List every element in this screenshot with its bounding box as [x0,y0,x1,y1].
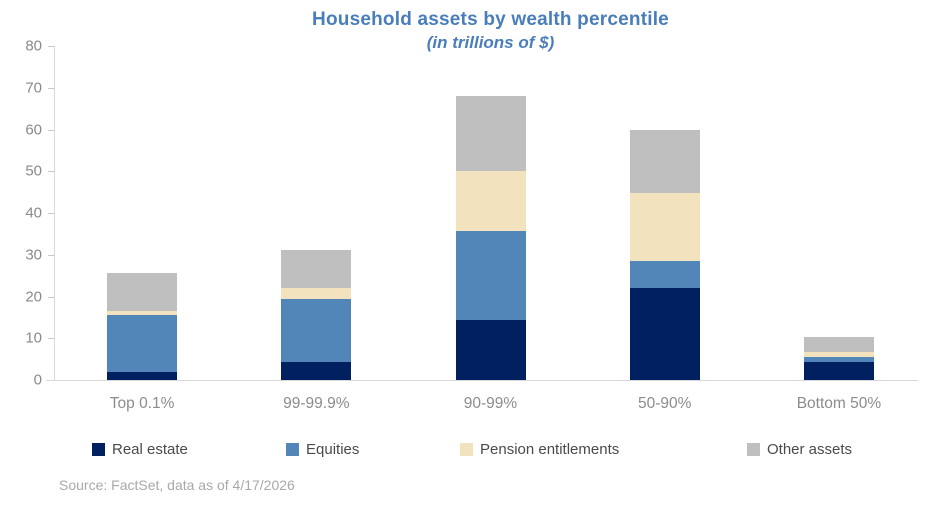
bar-segment [455,96,526,172]
bar-segment [629,193,700,262]
stacked-bar-Bottom 50% [803,336,874,380]
legend-item: Equities [286,441,359,458]
legend-item: Pension entitlements [460,441,619,458]
bar-slot [752,46,926,380]
bar-segment [281,249,352,289]
legend-label: Equities [306,441,360,458]
bar-slot [578,46,752,380]
y-axis-tick-mark [48,338,54,340]
x-axis-category-label: 90-99% [463,395,518,412]
bar-segment [455,171,526,231]
legend-swatch-icon [747,443,760,456]
y-axis-tick-mark [48,213,54,214]
y-axis-tick-label: 80 [25,37,42,55]
chart-title: Household assets by wealth percentile [312,9,669,30]
source-note: Source: FactSet, data as of 4/17/2026 [59,477,295,493]
legend-item: Other assets [747,441,852,458]
y-axis-tick-mark [48,87,54,89]
legend-item: Real estate [92,441,188,458]
stacked-bar-50-90% [629,129,700,380]
bar-segment [803,351,874,358]
bar-slot [403,46,577,380]
stacked-bar-90-99% [455,96,526,380]
x-axis-line [46,380,918,381]
bar-segment [803,361,874,380]
legend-label: Pension entitlements [480,441,620,458]
chart-subtitle: (in trillions of $) [426,33,555,52]
bar-segment [281,361,352,380]
y-axis-line [54,46,55,380]
bar-segment [107,311,178,315]
bar-slot [55,46,229,380]
y-axis-tick-mark [48,254,54,256]
plot-area [55,46,926,380]
bar-segment [281,299,352,362]
stacked-bar-Top 0.1% [107,272,178,380]
x-axis-category-label: Top 0.1% [109,395,175,412]
legend-swatch-icon [460,443,473,456]
bar-segment [107,371,178,380]
stacked-bar-99-99.9% [281,249,352,380]
bar-segment [629,288,700,380]
bar-segment [455,319,526,380]
bar-segment [803,357,874,362]
legend-swatch-icon [92,443,105,456]
bar-segment [803,336,874,352]
x-axis-labels: Top 0.1% 99-99.9% 90-99% 50-90% Bottom 50% [55,395,926,413]
y-axis-tick-mark [48,171,54,173]
bar-segment [107,314,178,372]
bar-slot [229,46,403,380]
legend-swatch-icon [286,443,299,456]
y-axis-tick-label: 70 [25,79,42,97]
y-axis-tick-label: 0 [33,371,42,389]
y-axis-tick-label: 20 [25,288,42,305]
y-axis-tick-label: 30 [25,246,42,264]
y-axis-tick-mark [48,296,54,298]
bar-segment [107,272,178,312]
legend-label: Real estate [112,441,188,458]
y-axis-tick-label: 10 [25,329,42,347]
bar-segment [281,288,352,300]
x-axis-category-label: 50-90% [637,395,692,412]
legend-label: Other assets [767,441,853,458]
y-axis-tick-label: 40 [25,204,42,222]
y-axis-tick-label: 50 [25,162,42,180]
x-axis-category-label: Bottom 50% [796,395,882,412]
bar-segment [455,230,526,320]
y-axis-tick-mark [48,46,54,47]
bar-segment [629,261,700,289]
x-axis-category-label: 99-99.9% [283,395,350,412]
y-axis-tick-mark [48,129,54,131]
bar-segment [629,129,700,194]
y-axis-tick-label: 60 [25,121,42,138]
